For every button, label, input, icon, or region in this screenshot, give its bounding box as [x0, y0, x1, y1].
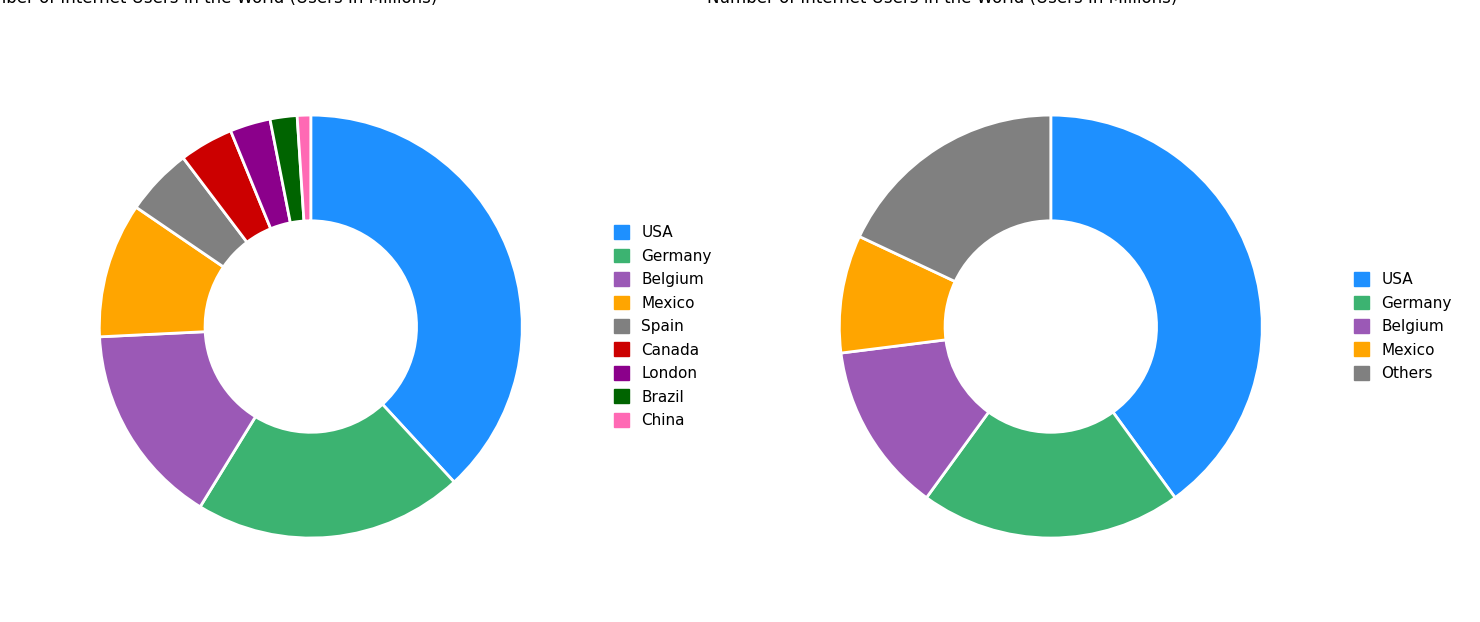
Text: Number of Internet Users in the World (Users In Millions): Number of Internet Users in the World (U…: [0, 0, 438, 7]
Text: Number of Internet Users in the World (Users In Millions): Number of Internet Users in the World (U…: [707, 0, 1178, 7]
Wedge shape: [269, 116, 303, 223]
Wedge shape: [926, 412, 1175, 538]
Wedge shape: [200, 404, 454, 538]
Wedge shape: [99, 207, 223, 337]
Wedge shape: [311, 115, 522, 482]
Wedge shape: [99, 332, 256, 507]
Wedge shape: [839, 236, 955, 353]
Wedge shape: [184, 131, 271, 242]
Wedge shape: [297, 115, 311, 221]
Legend: USA, Germany, Belgium, Mexico, Others: USA, Germany, Belgium, Mexico, Others: [1350, 267, 1456, 386]
Wedge shape: [231, 119, 290, 229]
Wedge shape: [1051, 115, 1262, 498]
Wedge shape: [136, 158, 247, 267]
Legend: USA, Germany, Belgium, Mexico, Spain, Canada, London, Brazil, China: USA, Germany, Belgium, Mexico, Spain, Ca…: [610, 221, 716, 432]
Wedge shape: [860, 115, 1051, 282]
Wedge shape: [841, 340, 989, 498]
